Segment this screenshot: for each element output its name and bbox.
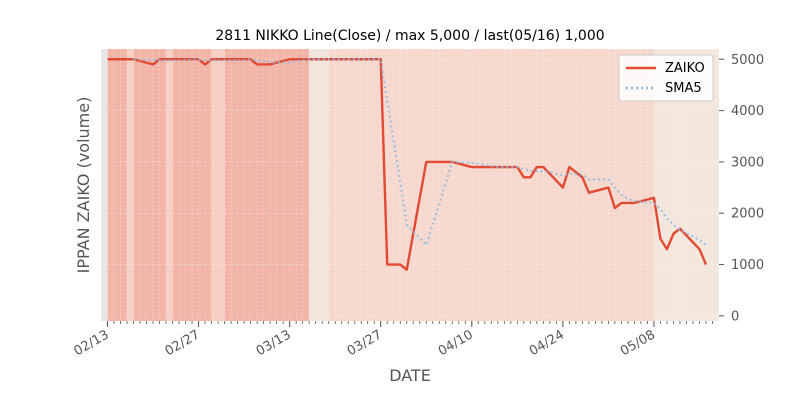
x-tick-label: 03/27 [345, 327, 385, 359]
y-tick-label: 0 [731, 309, 739, 324]
y-tick-label: 5000 [731, 53, 764, 68]
y-tick-label: 2000 [731, 207, 764, 222]
x-tick-label: 02/27 [163, 327, 203, 359]
background-band-7 [224, 49, 310, 321]
background-band-4 [166, 49, 173, 321]
legend-sma5-label: SMA5 [665, 81, 702, 96]
x-tick-label: 04/24 [527, 327, 567, 359]
background-band-3 [133, 49, 167, 321]
background-band-2 [127, 49, 134, 321]
x-tick-label: 04/10 [436, 327, 476, 359]
x-axis: 02/13 02/27 03/13 03/27 04/10 04/24 05/08 [72, 321, 713, 359]
legend-zaiko-label: ZAIKO [665, 61, 705, 76]
y-tick-label: 3000 [731, 155, 764, 170]
legend: ZAIKO SMA5 [618, 54, 714, 102]
background-band-0 [101, 49, 108, 321]
legend-box [618, 54, 714, 102]
chart-title: 2811 NIKKO Line(Close) / max 5,000 / las… [215, 28, 604, 44]
grid [100, 49, 720, 321]
y-tick-label: 4000 [731, 104, 764, 119]
x-axis-label: DATE [389, 366, 431, 385]
y-tick-label: 1000 [731, 258, 764, 273]
x-tick-label: 05/08 [618, 327, 658, 359]
y-axis-label: IPPAN ZAIKO (volume) [74, 97, 93, 274]
background-band-8 [309, 49, 329, 321]
x-tick-label: 03/13 [254, 327, 294, 359]
series-line-zaiko [107, 58, 708, 271]
y-axis: 0 1000 2000 3000 4000 5000 [719, 53, 764, 324]
x-tick-label: 02/13 [72, 327, 112, 359]
series-lines [107, 58, 708, 271]
background-band-1 [107, 49, 128, 321]
